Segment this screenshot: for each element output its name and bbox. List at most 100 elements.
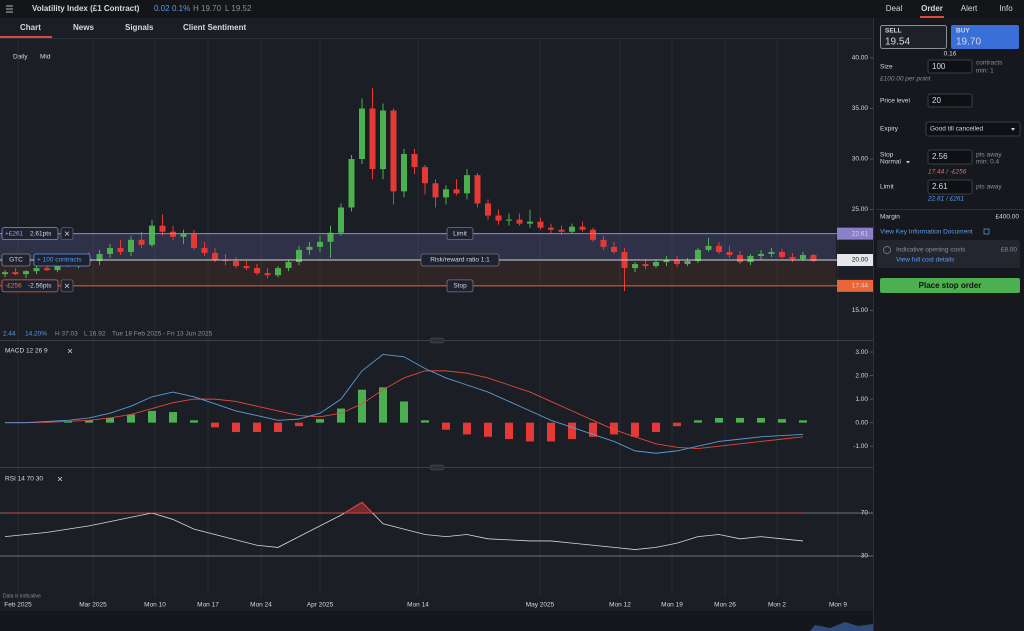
rsi-title: RSI 14 70 30 (5, 476, 43, 483)
candle-body (464, 175, 470, 194)
candle-body (600, 239, 607, 247)
candle-body (359, 108, 365, 159)
macd-bar (778, 419, 786, 423)
y-tick-label: -1.00 (853, 443, 868, 450)
per-point: £100.00 per point (879, 76, 932, 83)
level-tag (837, 227, 873, 240)
level-tag (837, 254, 873, 267)
limit-input[interactable] (927, 179, 973, 195)
candle-body (285, 262, 292, 269)
costs-link[interactable]: View full cost details (896, 257, 955, 264)
candle-body (590, 229, 596, 240)
buy-label: BUY (956, 28, 970, 35)
pane-handle[interactable] (429, 337, 445, 344)
candle-body (117, 247, 124, 252)
candle-body (663, 260, 670, 263)
stop-type[interactable]: Normal (880, 159, 902, 166)
costs-value: £8.00 (1001, 247, 1018, 254)
macd-bar (715, 417, 723, 423)
tab[interactable]: Chart (20, 23, 41, 32)
caret (906, 161, 910, 164)
field-label: Margin (880, 214, 900, 221)
signal-line (5, 370, 804, 449)
price-input[interactable] (927, 93, 973, 108)
candle-body (390, 110, 397, 192)
level-label: 17.44 (852, 283, 869, 290)
buy-button[interactable] (951, 25, 1019, 49)
margin-value: £400.00 (996, 214, 1020, 221)
toolbar-button[interactable]: Mid (40, 54, 51, 61)
candle-body (264, 273, 271, 276)
tab[interactable]: News (73, 23, 94, 32)
candle-body (348, 158, 355, 208)
macd-line (5, 353, 804, 454)
macd-bar (610, 422, 618, 435)
x-tick-label: Mon 26 (714, 602, 736, 609)
change-pct: 0.1% (172, 4, 190, 13)
expiry-select[interactable] (925, 121, 1021, 137)
caret (1011, 128, 1015, 131)
candle-body (747, 255, 754, 263)
macd-bar (169, 412, 177, 423)
macd-bar (547, 422, 555, 442)
candle-body (506, 219, 512, 221)
candle-body (768, 251, 775, 254)
navigator-window[interactable] (810, 622, 873, 631)
panel-tab[interactable]: Info (999, 4, 1013, 13)
size-input[interactable] (927, 59, 973, 74)
low: L 19.52 (225, 4, 252, 13)
candle-body (327, 232, 334, 242)
candle-body (411, 153, 418, 168)
tab[interactable]: Signals (125, 23, 154, 32)
field-label: Price level (880, 98, 911, 105)
macd-bar (379, 387, 387, 423)
size-value: 100 (932, 62, 946, 71)
close-icon[interactable] (64, 283, 70, 289)
candle-body (453, 189, 460, 194)
order-tag (33, 253, 91, 267)
submit-button[interactable] (880, 278, 1020, 293)
close-icon[interactable] (64, 231, 70, 236)
instrument[interactable]: Volatility Index (£1 Contract) (32, 4, 140, 13)
candle-body (674, 260, 680, 265)
stop-pnl: -£256 (5, 283, 22, 290)
pane-handle[interactable] (429, 464, 445, 471)
toolbar-button[interactable]: Daily (13, 54, 28, 61)
limit-unit: pts away (976, 184, 1002, 191)
candle-body (369, 108, 376, 170)
limit-pts: 2.61pts (30, 230, 52, 237)
sell-button[interactable] (880, 25, 947, 49)
candle-body (474, 175, 481, 204)
size-unit: contracts (976, 60, 1003, 67)
field-label: Expiry (880, 126, 899, 133)
close-icon (67, 348, 73, 354)
stop-zone (0, 260, 836, 286)
candle-body (443, 189, 449, 198)
candle-body (642, 264, 649, 267)
candle-body (2, 272, 8, 275)
kid-link[interactable]: View Key Information Document (880, 229, 973, 236)
stop-tag: Stop (453, 283, 467, 290)
candle-body (779, 251, 785, 257)
navigator[interactable] (0, 611, 873, 631)
candle-body (138, 239, 145, 245)
x-tick-label: Mon 10 (144, 602, 166, 609)
panel-tab[interactable]: Order (921, 4, 943, 13)
macd-bar (736, 417, 744, 423)
menu-icon[interactable] (6, 5, 13, 13)
panel-tab[interactable]: Alert (961, 4, 978, 13)
y-tick-label: 3.00 (855, 349, 868, 356)
x-tick-label: Mar 2025 (79, 602, 107, 609)
macd-bar (631, 422, 639, 437)
candle-body (149, 225, 155, 245)
stop-input[interactable] (927, 149, 973, 165)
panel-tab[interactable]: Deal (886, 4, 903, 13)
tab[interactable]: Client Sentiment (183, 23, 246, 32)
macd-bar (148, 410, 156, 423)
candle-body (180, 233, 187, 237)
field-label: Limit (880, 184, 894, 191)
candle-body (275, 268, 281, 276)
order-tag (1, 279, 59, 293)
stat: 2.44 (3, 331, 16, 338)
